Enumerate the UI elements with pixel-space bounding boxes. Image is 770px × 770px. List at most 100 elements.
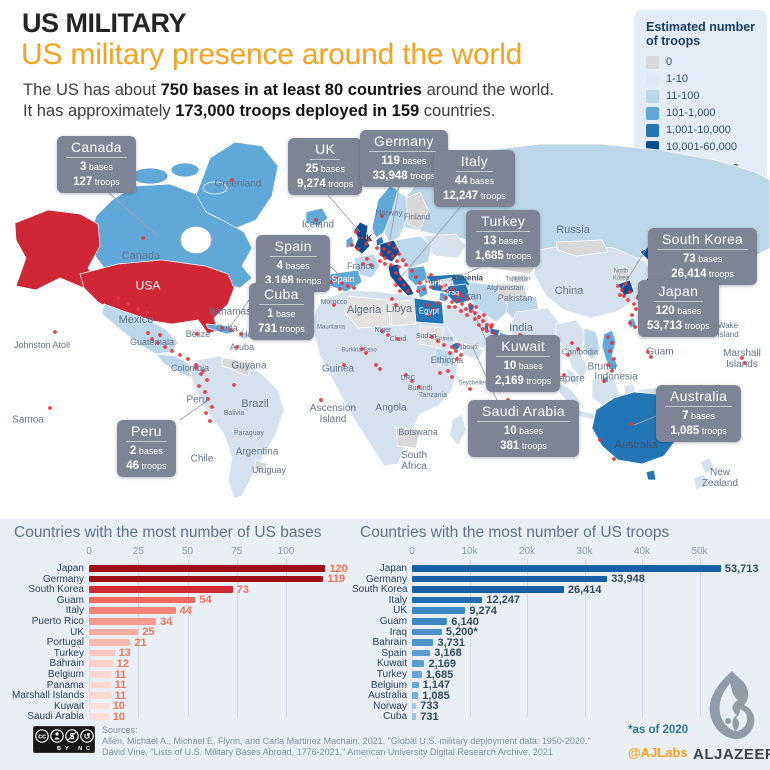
callout-troops-stat: 26,414 troops [671, 267, 734, 280]
callout-troops-stat: 1,685 troops [475, 249, 532, 262]
legend-swatch [646, 89, 659, 103]
legend-swatch [646, 123, 659, 137]
legend-swatch [646, 106, 659, 120]
chart-category-label: Marshall Islands [12, 690, 85, 702]
troops-chart-title: Countries with the most number of US tro… [360, 524, 670, 541]
callout-bases-stat: 10 bases [503, 360, 543, 372]
callout-country-name: Peru [126, 423, 167, 442]
bottom-panel: Countries with the most number of US bas… [0, 519, 770, 770]
chart-category-label: South Korea [28, 584, 84, 596]
callout-uk: UK 25 bases 9,274 troops [288, 138, 363, 196]
callout-canada: Canada 3 bases 127 troops [57, 136, 136, 194]
chart-value-label: 733 [420, 700, 439, 713]
troops-bar-chart: Countries with the most number of US tro… [352, 524, 768, 724]
svg-text:↺: ↺ [83, 731, 91, 741]
chart-bar [89, 681, 111, 689]
callout-country-name: Germany [369, 133, 439, 152]
chart-gridline [138, 559, 140, 717]
chart-value-label: 54 [199, 594, 212, 607]
chart-bar [412, 628, 442, 636]
legend-title: Estimated number of troops [646, 20, 756, 49]
chart-value-label: 119 [327, 573, 346, 586]
subtitle-segment: around the world. [421, 81, 555, 99]
callout-cuba: Cuba 1 base 731 troops [249, 283, 314, 341]
callout-italy: Italy 44 bases 12,247 troops [434, 150, 515, 208]
chart-value-label: 73 [236, 583, 250, 596]
bases-chart-plot: 0 25 50 75 100 Japan 120 Germany 119 South Korea 7… [12, 546, 352, 724]
chart-bar [89, 565, 326, 572]
chart-category-label: Panama [46, 679, 84, 691]
chart-value-label: 120 [329, 562, 348, 575]
chart-value-label: 53,713 [724, 562, 759, 575]
chart-axis-tick: 75 [231, 546, 243, 557]
chart-value-label: 25 [142, 626, 155, 639]
chart-gridline [527, 559, 528, 717]
callout-country-name: Spain [269, 238, 317, 257]
subtitle-segment: 750 bases in at least 80 countries [160, 81, 422, 99]
callout-troops-stat: 731 troops [258, 322, 305, 335]
troops-chart-plot: 0 10k 20k 30k 40k 50k Japan 53,713 Germany 33,948… [352, 546, 768, 724]
callout-country-name: Kuwait [496, 338, 551, 357]
kicker-title: US MILITARY [22, 8, 187, 38]
chart-axis-tick: 0 [409, 546, 415, 557]
svg-text:cc: cc [38, 734, 46, 741]
chart-bar [412, 565, 721, 572]
chart-category-label: Iraq [389, 626, 407, 638]
callout-bases-stat: 119 bases [381, 155, 427, 167]
source-line-1: Allen, Michael A., Michael E. Flynn, and… [102, 736, 591, 746]
callout-bases-stat: 25 bases [305, 163, 345, 175]
chart-axis-tick: 50k [691, 546, 708, 557]
chart-category-label: Belgium [47, 669, 84, 680]
chart-category-label: Kuwait [53, 700, 84, 712]
callout-bases-stat: 120 bases [655, 305, 702, 317]
callout-country-name: Turkey [476, 213, 531, 232]
chart-value-label: 1,085 [422, 689, 450, 702]
chart-category-label: Spain [381, 647, 407, 659]
callout-south-korea: South Korea 73 bases 26,414 troops [648, 228, 758, 286]
chart-value-label: 44 [179, 604, 192, 617]
chart-bar [89, 702, 109, 710]
chart-value-label: 3,731 [437, 636, 465, 649]
callout-japan: Japan 120 bases 53,713 troops [638, 280, 719, 338]
asof-note: *as of 2020 [628, 724, 689, 736]
legend-item-label: 1,001-10,000 [666, 124, 731, 137]
chart-value-label: 6,140 [451, 615, 479, 628]
chart-category-label: Portugal [46, 637, 84, 649]
callout-country-name: Saudi Arabia [477, 403, 570, 422]
page-title: US military presence around the world [21, 38, 523, 71]
chart-category-label: Guam [56, 594, 84, 606]
callout-bases-stat: 44 bases [454, 175, 495, 187]
legend-item: 1,001-10,000 [646, 123, 759, 137]
legend-item-label: 1-10 [666, 73, 689, 86]
chart-axis-tick: 0 [86, 546, 92, 557]
callout-troops-stat: 127 troops [73, 175, 120, 188]
callout-bases-stat: 2 bases [129, 445, 163, 457]
chart-bar [89, 575, 324, 583]
callout-peru: Peru 2 bases 46 troops [117, 420, 176, 478]
chart-bar [89, 713, 109, 720]
source-line-2: David Vine, "Lists of U.S. Military Base… [102, 747, 553, 757]
chart-axis-tick: 30k [576, 546, 593, 557]
chart-category-label: Italy [388, 594, 407, 606]
callout-australia: Australia 7 bases 1,085 troops [656, 385, 742, 443]
chart-bar [89, 586, 233, 593]
ajlabs-handle[interactable]: @AJLabs [628, 745, 688, 760]
chart-bar [412, 575, 608, 583]
legend-item-label: 101-1,000 [666, 107, 716, 120]
chart-category-label: Bahrain [372, 637, 407, 649]
subtitle-segment: countries. [419, 102, 496, 121]
chart-bar [89, 649, 115, 657]
chart-category-label: Saudi Arabia [27, 711, 84, 723]
chart-bar [412, 671, 422, 678]
legend-item-label: 0 [666, 56, 673, 69]
chart-value-label: 21 [134, 636, 147, 649]
chart-gridline [699, 559, 701, 717]
chart-bar [412, 660, 425, 667]
chart-category-label: Guam [379, 616, 407, 627]
chart-category-label: Kuwait [376, 658, 407, 670]
callout-saudi-arabia: Saudi Arabia 10 bases 381 troops [468, 400, 579, 458]
creative-commons-badge: cc $ ↺ BY NC SA [33, 726, 95, 753]
chart-bar [412, 702, 417, 710]
sources-label: Sources: [102, 725, 138, 735]
